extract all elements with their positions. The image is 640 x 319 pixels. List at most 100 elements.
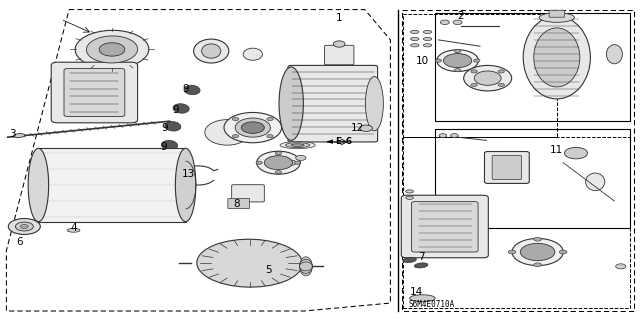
Ellipse shape bbox=[403, 257, 417, 263]
Circle shape bbox=[267, 117, 273, 121]
Circle shape bbox=[275, 171, 282, 174]
Text: ◄ E-6: ◄ E-6 bbox=[326, 137, 353, 146]
Circle shape bbox=[435, 59, 442, 62]
Ellipse shape bbox=[13, 134, 25, 137]
FancyBboxPatch shape bbox=[484, 152, 529, 183]
Ellipse shape bbox=[411, 30, 419, 33]
Ellipse shape bbox=[607, 45, 623, 64]
Ellipse shape bbox=[205, 120, 250, 145]
Circle shape bbox=[451, 134, 458, 137]
Ellipse shape bbox=[75, 30, 149, 69]
Text: 5: 5 bbox=[266, 264, 272, 275]
Circle shape bbox=[232, 117, 239, 121]
Ellipse shape bbox=[194, 39, 229, 63]
Circle shape bbox=[15, 222, 33, 231]
Ellipse shape bbox=[411, 37, 419, 41]
FancyBboxPatch shape bbox=[288, 65, 378, 142]
FancyBboxPatch shape bbox=[228, 198, 250, 209]
Circle shape bbox=[498, 70, 504, 73]
Ellipse shape bbox=[463, 65, 512, 91]
Ellipse shape bbox=[28, 148, 49, 222]
Circle shape bbox=[444, 54, 472, 68]
Ellipse shape bbox=[224, 113, 282, 143]
Circle shape bbox=[534, 237, 541, 241]
Circle shape bbox=[453, 20, 462, 25]
Circle shape bbox=[454, 49, 461, 53]
Ellipse shape bbox=[300, 262, 312, 271]
FancyBboxPatch shape bbox=[549, 10, 564, 17]
Text: 9: 9 bbox=[173, 105, 179, 115]
Text: S6M4E0710A: S6M4E0710A bbox=[408, 300, 454, 309]
Ellipse shape bbox=[285, 143, 310, 148]
Text: 12: 12 bbox=[351, 122, 364, 133]
FancyBboxPatch shape bbox=[492, 155, 522, 180]
Ellipse shape bbox=[197, 239, 302, 287]
Circle shape bbox=[360, 125, 372, 131]
Ellipse shape bbox=[512, 239, 563, 265]
FancyBboxPatch shape bbox=[324, 45, 354, 65]
Text: 9: 9 bbox=[182, 84, 189, 94]
Text: 13: 13 bbox=[182, 169, 195, 179]
Text: 8: 8 bbox=[234, 199, 240, 209]
Ellipse shape bbox=[243, 48, 262, 60]
Circle shape bbox=[564, 147, 588, 159]
Text: 9: 9 bbox=[162, 122, 168, 133]
Ellipse shape bbox=[436, 50, 479, 71]
Text: 6: 6 bbox=[16, 237, 22, 248]
Ellipse shape bbox=[202, 44, 221, 58]
Text: 10: 10 bbox=[416, 56, 429, 66]
Ellipse shape bbox=[300, 257, 312, 276]
Ellipse shape bbox=[539, 13, 575, 22]
Text: 3: 3 bbox=[10, 129, 16, 139]
Ellipse shape bbox=[474, 71, 501, 85]
Circle shape bbox=[232, 135, 239, 138]
Circle shape bbox=[241, 122, 264, 133]
Ellipse shape bbox=[161, 140, 178, 150]
Circle shape bbox=[440, 20, 449, 25]
Bar bbox=[435, 129, 630, 228]
Circle shape bbox=[296, 155, 306, 160]
Ellipse shape bbox=[424, 30, 432, 33]
Ellipse shape bbox=[406, 190, 413, 193]
Ellipse shape bbox=[173, 104, 189, 113]
Bar bbox=[435, 13, 630, 121]
Circle shape bbox=[8, 219, 40, 234]
Circle shape bbox=[256, 161, 262, 164]
Text: 9: 9 bbox=[160, 142, 166, 152]
Ellipse shape bbox=[333, 41, 345, 47]
Ellipse shape bbox=[365, 77, 383, 131]
Circle shape bbox=[275, 152, 282, 155]
Circle shape bbox=[471, 70, 477, 73]
Ellipse shape bbox=[586, 173, 605, 191]
Ellipse shape bbox=[280, 142, 316, 149]
Ellipse shape bbox=[424, 37, 432, 41]
Circle shape bbox=[267, 135, 273, 138]
Circle shape bbox=[616, 264, 626, 269]
Text: 4: 4 bbox=[70, 223, 77, 233]
FancyBboxPatch shape bbox=[412, 202, 478, 252]
Circle shape bbox=[508, 250, 516, 254]
Text: 7: 7 bbox=[418, 252, 424, 262]
Circle shape bbox=[559, 250, 567, 254]
Bar bbox=[403, 137, 630, 308]
FancyBboxPatch shape bbox=[64, 69, 125, 116]
Text: 1: 1 bbox=[336, 12, 342, 23]
Text: 11: 11 bbox=[550, 145, 563, 155]
FancyBboxPatch shape bbox=[232, 185, 264, 202]
Ellipse shape bbox=[86, 36, 138, 63]
Ellipse shape bbox=[300, 259, 312, 273]
Text: 2: 2 bbox=[458, 11, 464, 21]
Text: 14: 14 bbox=[410, 287, 422, 297]
Ellipse shape bbox=[257, 151, 300, 174]
FancyBboxPatch shape bbox=[51, 62, 138, 123]
Ellipse shape bbox=[99, 43, 125, 56]
Circle shape bbox=[498, 83, 504, 86]
Bar bbox=[403, 14, 557, 137]
Circle shape bbox=[20, 225, 28, 228]
FancyBboxPatch shape bbox=[37, 148, 186, 222]
Circle shape bbox=[439, 134, 447, 137]
Circle shape bbox=[520, 243, 555, 261]
Circle shape bbox=[474, 59, 480, 62]
Ellipse shape bbox=[184, 85, 200, 95]
Circle shape bbox=[534, 263, 541, 267]
